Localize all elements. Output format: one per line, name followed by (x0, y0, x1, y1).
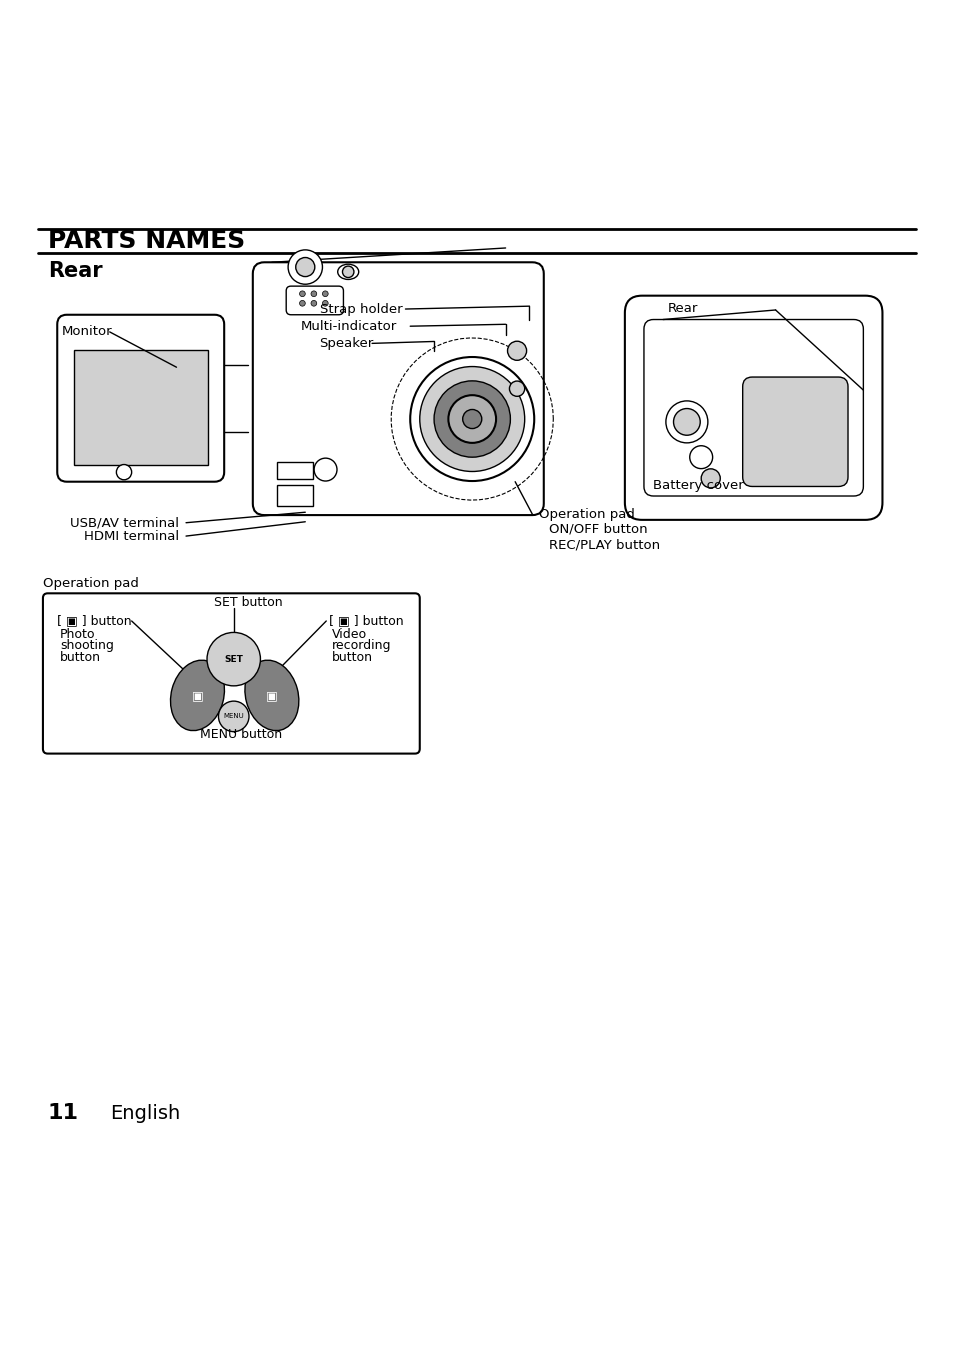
Circle shape (700, 469, 720, 488)
Circle shape (434, 381, 510, 457)
Circle shape (322, 300, 328, 307)
Text: Monitor: Monitor (62, 325, 112, 339)
Ellipse shape (245, 660, 298, 730)
FancyBboxPatch shape (741, 377, 847, 487)
Circle shape (419, 367, 524, 472)
Text: Battery cover: Battery cover (653, 479, 743, 492)
Circle shape (311, 300, 316, 307)
Text: MENU: MENU (223, 713, 244, 720)
Text: Operation pad: Operation pad (538, 507, 634, 521)
Circle shape (322, 291, 328, 297)
Text: REC/PLAY button: REC/PLAY button (548, 538, 659, 551)
Circle shape (311, 291, 316, 297)
Circle shape (288, 250, 322, 284)
Ellipse shape (171, 660, 224, 730)
Text: Operation pad: Operation pad (43, 577, 138, 590)
Circle shape (509, 381, 524, 397)
Text: ON/OFF button: ON/OFF button (548, 523, 646, 535)
Circle shape (299, 300, 305, 307)
Text: MENU button: MENU button (200, 728, 282, 741)
Text: HDMI terminal: HDMI terminal (84, 530, 179, 542)
Circle shape (342, 266, 354, 277)
Circle shape (314, 459, 336, 482)
Text: PARTS NAMES: PARTS NAMES (48, 229, 245, 253)
Circle shape (673, 409, 700, 436)
Text: Multi-indicator: Multi-indicator (300, 320, 396, 332)
Text: SET button: SET button (213, 596, 282, 609)
Circle shape (218, 701, 249, 732)
Circle shape (665, 401, 707, 443)
Text: [ ▣ ] button: [ ▣ ] button (329, 615, 403, 628)
Text: USB/AV terminal: USB/AV terminal (70, 516, 178, 529)
Bar (276, 484, 313, 506)
Text: Rear: Rear (667, 301, 698, 315)
Circle shape (448, 395, 496, 443)
Text: ▣: ▣ (192, 689, 203, 702)
Circle shape (689, 445, 712, 468)
Text: ▣: ▣ (266, 689, 277, 702)
Bar (276, 461, 313, 479)
Text: button: button (332, 651, 373, 663)
Text: Strap holder: Strap holder (319, 303, 402, 316)
Circle shape (410, 356, 534, 482)
Text: [ ▣ ] button: [ ▣ ] button (57, 615, 132, 628)
Text: Speaker: Speaker (319, 336, 374, 350)
Text: button: button (60, 651, 101, 663)
Circle shape (299, 291, 305, 297)
Circle shape (295, 257, 314, 277)
Text: SET: SET (224, 655, 243, 663)
Text: recording: recording (332, 639, 391, 652)
Circle shape (462, 409, 481, 429)
Bar (74, 350, 208, 464)
Text: English: English (110, 1104, 180, 1123)
Text: 11: 11 (48, 1103, 78, 1123)
Circle shape (207, 632, 260, 686)
Text: Rear: Rear (48, 261, 102, 281)
Text: Photo: Photo (60, 628, 95, 640)
Text: shooting: shooting (60, 639, 113, 652)
Circle shape (507, 342, 526, 360)
Ellipse shape (337, 264, 358, 280)
FancyBboxPatch shape (624, 296, 882, 521)
Circle shape (116, 464, 132, 480)
Text: Video: Video (332, 628, 367, 640)
